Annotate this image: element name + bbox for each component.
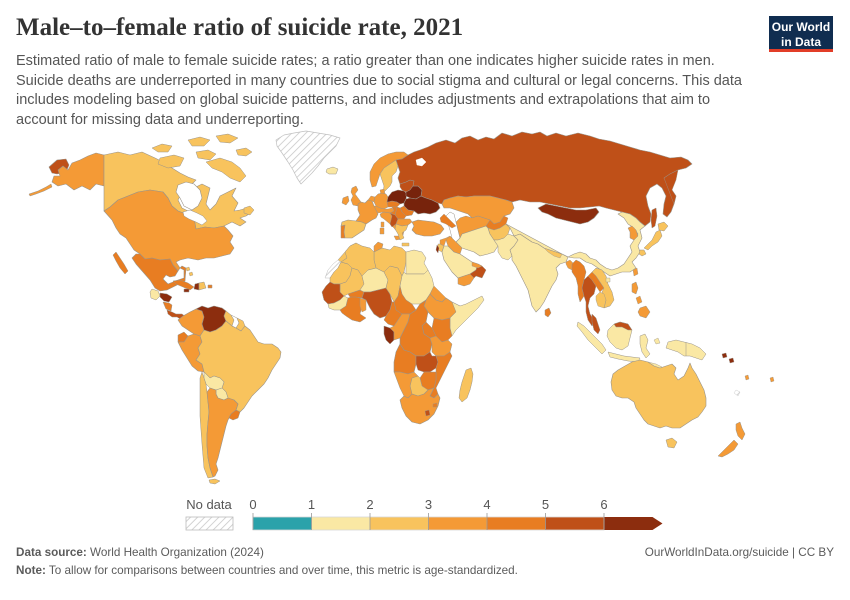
svg-text:4: 4	[483, 497, 490, 512]
svg-text:6: 6	[600, 497, 607, 512]
svg-text:3: 3	[425, 497, 432, 512]
svg-text:No data: No data	[186, 497, 232, 512]
svg-text:0: 0	[249, 497, 256, 512]
svg-text:1: 1	[308, 497, 315, 512]
svg-text:5: 5	[542, 497, 549, 512]
svg-text:2: 2	[366, 497, 373, 512]
